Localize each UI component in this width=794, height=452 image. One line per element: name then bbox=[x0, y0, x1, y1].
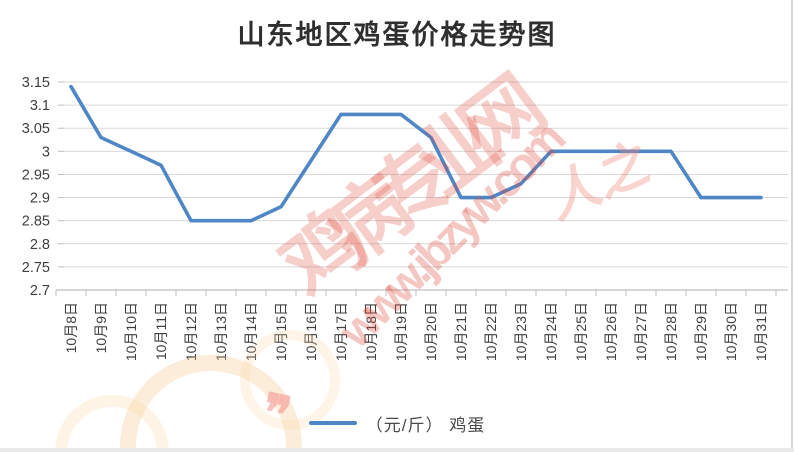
x-axis-label: 10月30日 bbox=[723, 302, 739, 361]
x-axis-label: 10月24日 bbox=[543, 302, 559, 361]
x-axis-label: 10月9日 bbox=[93, 302, 109, 353]
y-axis-label: 2.85 bbox=[22, 214, 50, 230]
x-axis-label: 10月10日 bbox=[123, 302, 139, 361]
window-bottom-edge bbox=[0, 448, 794, 452]
x-axis-label: 10月31日 bbox=[753, 302, 769, 361]
x-axis-label: 10月8日 bbox=[63, 302, 79, 353]
x-axis-label: 10月18日 bbox=[363, 302, 379, 361]
y-axis-label: 3.05 bbox=[22, 121, 50, 137]
legend-line-swatch bbox=[308, 421, 357, 425]
x-axis-label: 10月23日 bbox=[513, 302, 529, 361]
y-axis-label: 2.75 bbox=[22, 260, 50, 276]
x-axis-label: 10月28日 bbox=[663, 302, 679, 361]
legend-label: （元/斤） 鸡蛋 bbox=[365, 415, 486, 435]
x-axis-label: 10月15日 bbox=[273, 302, 289, 361]
x-axis-label: 10月13日 bbox=[213, 302, 229, 361]
x-axis-label: 10月11日 bbox=[153, 302, 169, 360]
x-axis-label: 10月21日 bbox=[453, 302, 469, 361]
x-axis-label: 10月26日 bbox=[603, 302, 619, 361]
page-title: 山东地区鸡蛋价格走势图 bbox=[237, 20, 557, 50]
x-axis-label: 10月12日 bbox=[183, 302, 199, 361]
y-axis-label: 2.8 bbox=[30, 237, 50, 253]
x-axis-label: 10月27日 bbox=[633, 302, 649, 361]
chart-legend: （元/斤） 鸡蛋 bbox=[0, 410, 794, 436]
x-axis-label: 10月17日 bbox=[333, 302, 349, 361]
y-axis-label: 2.95 bbox=[22, 167, 50, 183]
x-axis-label: 10月29日 bbox=[693, 302, 709, 361]
x-axis-label: 10月20日 bbox=[423, 302, 439, 361]
y-axis-label: 3.1 bbox=[30, 98, 50, 114]
y-axis-label: 2.7 bbox=[30, 283, 50, 299]
x-axis-label: 10月14日 bbox=[243, 302, 259, 361]
x-axis-label: 10月16日 bbox=[303, 302, 319, 361]
y-axis-label: 2.9 bbox=[30, 191, 50, 207]
price-line bbox=[69, 84, 763, 223]
window-right-border bbox=[791, 0, 793, 452]
x-axis-label: 10月25日 bbox=[573, 302, 589, 361]
y-axis-label: 3 bbox=[42, 144, 50, 160]
x-axis-label: 10月22日 bbox=[483, 302, 499, 361]
x-axis-label: 10月19日 bbox=[393, 302, 409, 361]
y-axis-label: 3.15 bbox=[22, 75, 50, 91]
